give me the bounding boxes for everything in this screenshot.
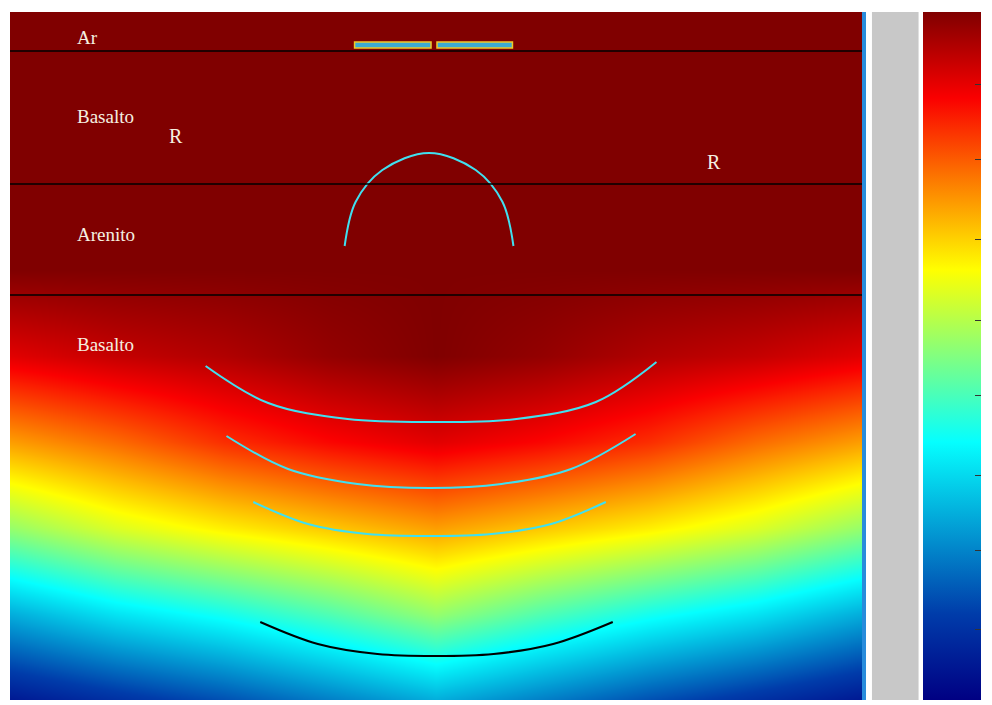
svg-text:Basalto: Basalto — [77, 106, 134, 127]
svg-text:Arenito: Arenito — [77, 224, 135, 245]
svg-text:R: R — [169, 125, 183, 147]
svg-text:Ar: Ar — [77, 27, 98, 48]
svg-text:Basalto: Basalto — [77, 334, 134, 355]
svg-text:R: R — [707, 151, 721, 173]
